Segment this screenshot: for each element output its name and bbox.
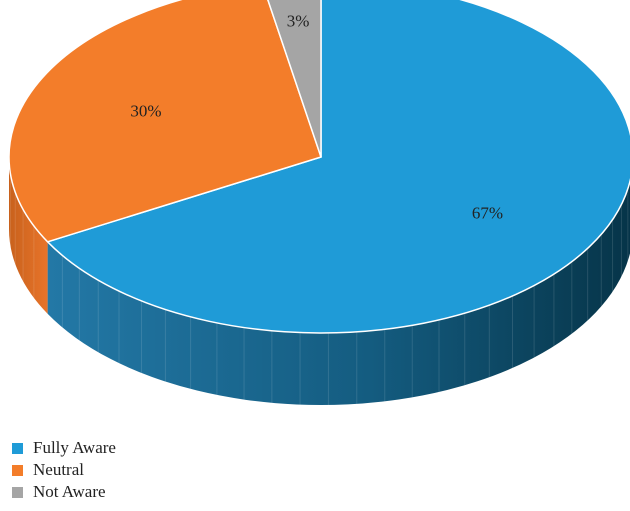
slice-label-not-aware: 3% (287, 11, 310, 30)
legend-item-not-aware: Not Aware (12, 481, 116, 503)
legend-item-neutral: Neutral (12, 459, 116, 481)
pie-side-neutral (9, 157, 48, 314)
legend-label-not-aware: Not Aware (33, 482, 106, 501)
pie-slice-neutral (8, 0, 322, 243)
legend-item-fully-aware: Fully Aware (12, 437, 116, 459)
slice-label-fully-aware: 67% (472, 204, 503, 223)
legend-swatch-not-aware (12, 486, 23, 498)
pie-side-fully-aware (47, 181, 630, 405)
legend-label-neutral: Neutral (33, 460, 84, 479)
legend-swatch-fully-aware (12, 442, 23, 454)
legend-swatch-neutral (12, 464, 23, 476)
pie-plot-area: 67% 30% 3% (8, 0, 630, 405)
pie-slice-fully-aware (46, 0, 630, 334)
legend-label-fully-aware: Fully Aware (33, 438, 116, 457)
slice-label-neutral: 30% (130, 102, 161, 121)
pie-slice-not-aware (267, 0, 322, 158)
legend: Fully Aware Neutral Not Aware (12, 437, 116, 503)
